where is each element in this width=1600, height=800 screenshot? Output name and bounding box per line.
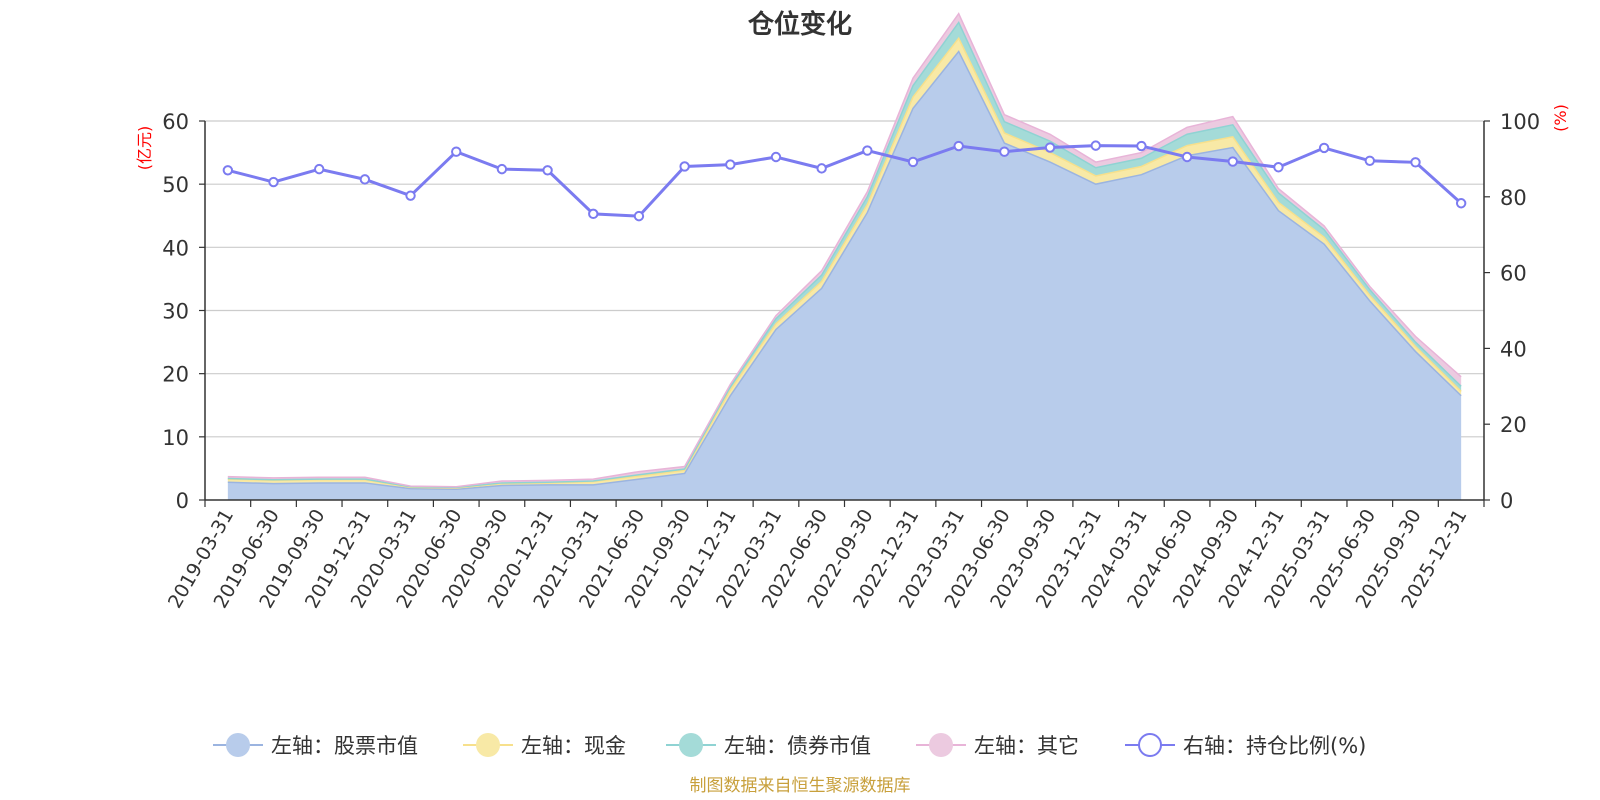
legend-item[interactable]: 右轴：持仓比例(%) [1125,733,1366,758]
ratio-point[interactable] [633,210,645,222]
chart-title: 仓位变化 [747,9,852,40]
left-axis-tick-label: 30 [162,300,189,324]
ratio-point[interactable] [907,156,919,168]
ratio-point[interactable] [679,161,690,172]
ratio-point[interactable] [1318,142,1330,154]
legend-label: 右轴：持仓比例(%) [1183,734,1366,758]
ratio-point[interactable] [770,151,782,163]
ratio-point[interactable] [1227,156,1238,167]
ratio-point[interactable] [588,208,599,220]
ratio-point[interactable] [451,146,462,157]
ratio-point[interactable] [816,163,827,174]
ratio-line-series [222,140,1467,222]
legend-circle-icon [476,733,500,757]
right-axis-tick-label: 0 [1500,489,1513,513]
ratio-point[interactable] [1044,142,1056,153]
ratio-point[interactable] [1181,151,1193,163]
ratio-point[interactable] [1273,162,1284,173]
left-axis-tick-label: 40 [162,236,189,260]
ratio-point[interactable] [953,140,964,152]
ratio-point[interactable] [542,165,553,176]
right-axis-tick-label: 40 [1500,337,1527,361]
legend-label: 左轴：债券市值 [724,734,871,758]
legend-label: 左轴：其它 [974,734,1079,758]
ratio-point[interactable] [268,176,279,188]
ratio-point[interactable] [359,174,371,185]
ratio-line [227,144,1463,218]
ratio-point[interactable] [405,190,416,201]
legend-item[interactable]: 左轴：股票市值 [213,733,418,758]
area-series-edge [227,12,1462,488]
ratio-point[interactable] [1455,198,1467,209]
legend-circle-icon [929,733,953,757]
ratio-point[interactable] [725,159,736,170]
ratio-point[interactable] [1364,155,1376,166]
left-axis-tick-label: 60 [162,110,189,134]
ratio-point[interactable] [222,165,234,176]
ratio-point[interactable] [999,146,1010,157]
ratio-point[interactable] [496,163,508,175]
right-axis-unit: (%) [1551,104,1570,132]
legend-circle-icon [1138,733,1162,757]
ratio-point[interactable] [313,163,325,175]
legend-circle-icon [679,733,703,757]
legend-label: 左轴：股票市值 [271,734,418,758]
legend-item[interactable]: 左轴：债券市值 [666,733,871,758]
left-axis-unit: (亿元) [135,126,154,171]
area-series-edge [227,50,1462,491]
right-axis-tick-label: 100 [1500,110,1540,134]
legend-label: 左轴：现金 [521,734,626,758]
area-series-band [227,51,1462,501]
ratio-point[interactable] [1410,157,1421,168]
ratio-point[interactable] [1136,140,1147,152]
data-source-note: 制图数据来自恒生聚源数据库 [690,776,911,796]
right-axis-tick-label: 20 [1500,413,1527,437]
legend-item[interactable]: 左轴：现金 [463,733,626,758]
legend-item[interactable]: 左轴：其它 [916,733,1079,758]
ratio-point[interactable] [1090,140,1101,151]
left-axis-tick-label: 50 [162,173,189,197]
ratio-point[interactable] [862,145,873,156]
right-axis-tick-label: 80 [1500,186,1527,210]
stacked-areas [227,12,1462,501]
left-axis-tick-label: 0 [176,489,189,513]
left-axis-tick-label: 10 [162,426,189,450]
right-axis-tick-label: 60 [1500,262,1527,286]
legend: 左轴：股票市值 左轴：现金 左轴：债券市值 左轴：其它 右轴：持仓比例(%) [213,733,1366,758]
legend-circle-icon [226,733,250,757]
left-axis-tick-label: 20 [162,363,189,387]
